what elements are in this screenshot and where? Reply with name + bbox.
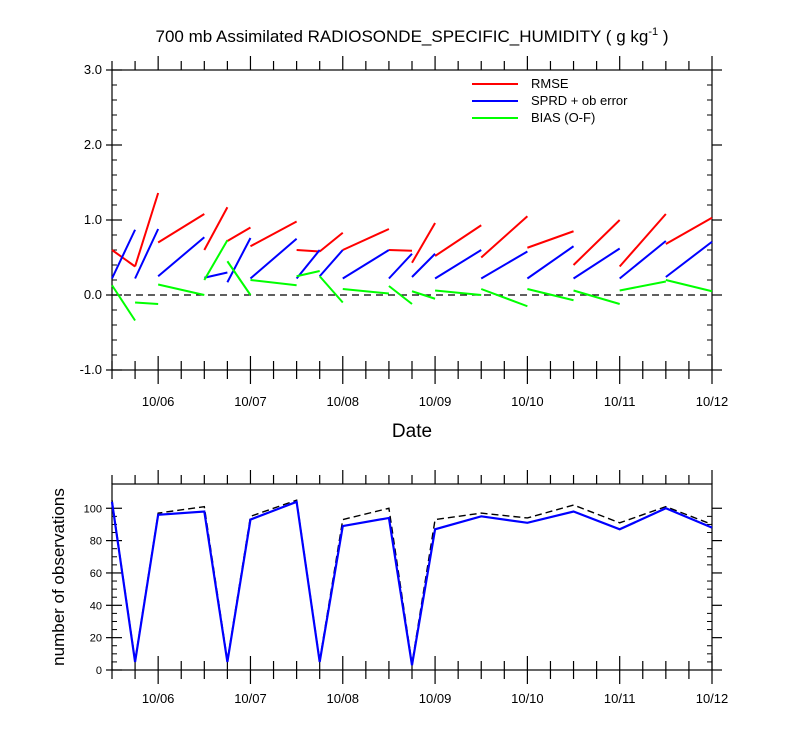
series-segment xyxy=(619,280,667,292)
top-chart-title: 700 mb Assimilated RADIOSONDE_SPECIFIC_H… xyxy=(156,26,669,46)
series-segment xyxy=(434,249,482,280)
series-segment xyxy=(134,192,160,267)
series-segment xyxy=(388,253,413,280)
legend-label: RMSE xyxy=(531,76,569,91)
x-tick-label: 10/10 xyxy=(511,691,544,706)
series-segment xyxy=(619,240,667,280)
x-tick-label: 10/08 xyxy=(326,691,359,706)
series-segment xyxy=(573,289,620,305)
series-segment xyxy=(572,247,621,280)
series-segment xyxy=(226,260,252,296)
series-segment xyxy=(434,289,482,296)
series-segment xyxy=(342,228,390,251)
series-segment xyxy=(157,213,205,244)
series-segment xyxy=(318,249,344,277)
series-segment xyxy=(342,249,390,280)
x-tick-label: 10/07 xyxy=(234,394,267,409)
series-sprd-ob-error xyxy=(111,228,713,283)
legend-label: BIAS (O-F) xyxy=(531,110,595,125)
series-segment xyxy=(665,240,713,278)
x-tick-label: 10/10 xyxy=(511,394,544,409)
bottom-chart: 0 20 40 60 80 100 10/06 10/07 10/08 10/09 10/10 10/… xyxy=(84,470,729,706)
series-segment xyxy=(226,237,252,283)
series-segment xyxy=(157,236,205,278)
series-segment xyxy=(480,288,528,308)
series-segment xyxy=(204,271,228,279)
legend: RMSE SPRD + ob error BIAS (O-F) xyxy=(472,76,628,125)
series-segment xyxy=(203,206,229,251)
series-segment xyxy=(295,249,321,280)
y-tick-label: 100 xyxy=(84,503,102,515)
x-tick-label: 10/09 xyxy=(419,691,452,706)
y-tick-label: 20 xyxy=(90,633,102,645)
series-segment xyxy=(526,245,575,280)
series-segment xyxy=(249,237,298,280)
x-tick-label: 10/08 xyxy=(326,394,359,409)
series-segment xyxy=(665,216,713,245)
series-segment xyxy=(111,249,136,268)
series-segment xyxy=(250,279,297,287)
title-suffix: ) xyxy=(658,27,668,46)
y-tick-label: 40 xyxy=(90,600,102,612)
series-segment xyxy=(388,249,413,252)
series-segment xyxy=(134,228,160,279)
x-tick-label: 10/11 xyxy=(604,394,636,409)
series-segment xyxy=(318,275,344,304)
series-segment xyxy=(319,231,344,253)
series-segment xyxy=(527,288,574,302)
y-tick-label: 0 xyxy=(96,665,102,677)
series-segment xyxy=(388,285,413,305)
y-tick-label: 2.0 xyxy=(84,137,102,152)
series-segment xyxy=(480,215,529,259)
y-tick-label: 0.0 xyxy=(84,287,102,302)
series-segment xyxy=(411,222,436,264)
x-tick-label: 10/06 xyxy=(142,691,175,706)
series-segment xyxy=(572,219,621,266)
series-segment xyxy=(480,250,528,280)
title-prefix: 700 mb Assimilated RADIOSONDE_SPECIFIC_H… xyxy=(156,27,649,46)
x-tick-label: 10/06 xyxy=(142,394,175,409)
series-bias-o-f xyxy=(111,239,713,322)
series-possible-observations xyxy=(111,499,713,664)
x-tick-label: 10/07 xyxy=(234,691,267,706)
x-tick-label: 10/12 xyxy=(696,394,729,409)
series-segment xyxy=(226,226,251,242)
x-tick-label: 10/09 xyxy=(419,394,452,409)
series-segment xyxy=(296,249,320,253)
series-segment xyxy=(296,270,320,278)
series-segment xyxy=(111,284,136,322)
series-segment xyxy=(342,288,390,295)
series-segment xyxy=(249,220,298,248)
y-tick-label: 60 xyxy=(90,568,102,580)
series-segment xyxy=(135,301,159,305)
series-rmse xyxy=(111,192,713,268)
y-tick-label: 80 xyxy=(90,536,102,548)
plot-frame xyxy=(111,69,713,371)
series-segment xyxy=(411,290,436,300)
series-segment xyxy=(434,224,482,257)
series-segment xyxy=(411,253,436,278)
title-superscript: -1 xyxy=(648,26,658,38)
top-chart-xlabel: Date xyxy=(392,421,432,442)
legend-label: SPRD + ob error xyxy=(531,93,628,108)
series-segment xyxy=(111,229,136,279)
y-tick-label: 3.0 xyxy=(84,62,102,77)
x-tick-label: 10/12 xyxy=(696,691,729,706)
series-segment xyxy=(665,279,713,293)
x-tick-label: 10/11 xyxy=(604,691,636,706)
bottom-chart-ylabel: number of observations xyxy=(49,488,68,666)
series-used-observations xyxy=(110,500,713,666)
series-segment xyxy=(527,230,574,249)
series-segment xyxy=(157,283,205,296)
y-tick-label: -1.0 xyxy=(80,362,102,377)
series-segment xyxy=(618,213,667,268)
top-chart: -1.0 0.0 1.0 2.0 3.0 10/06 10/07 10/08 10/09 10/1… xyxy=(80,56,729,409)
y-tick-label: 1.0 xyxy=(84,212,102,227)
series-segment xyxy=(203,239,229,281)
